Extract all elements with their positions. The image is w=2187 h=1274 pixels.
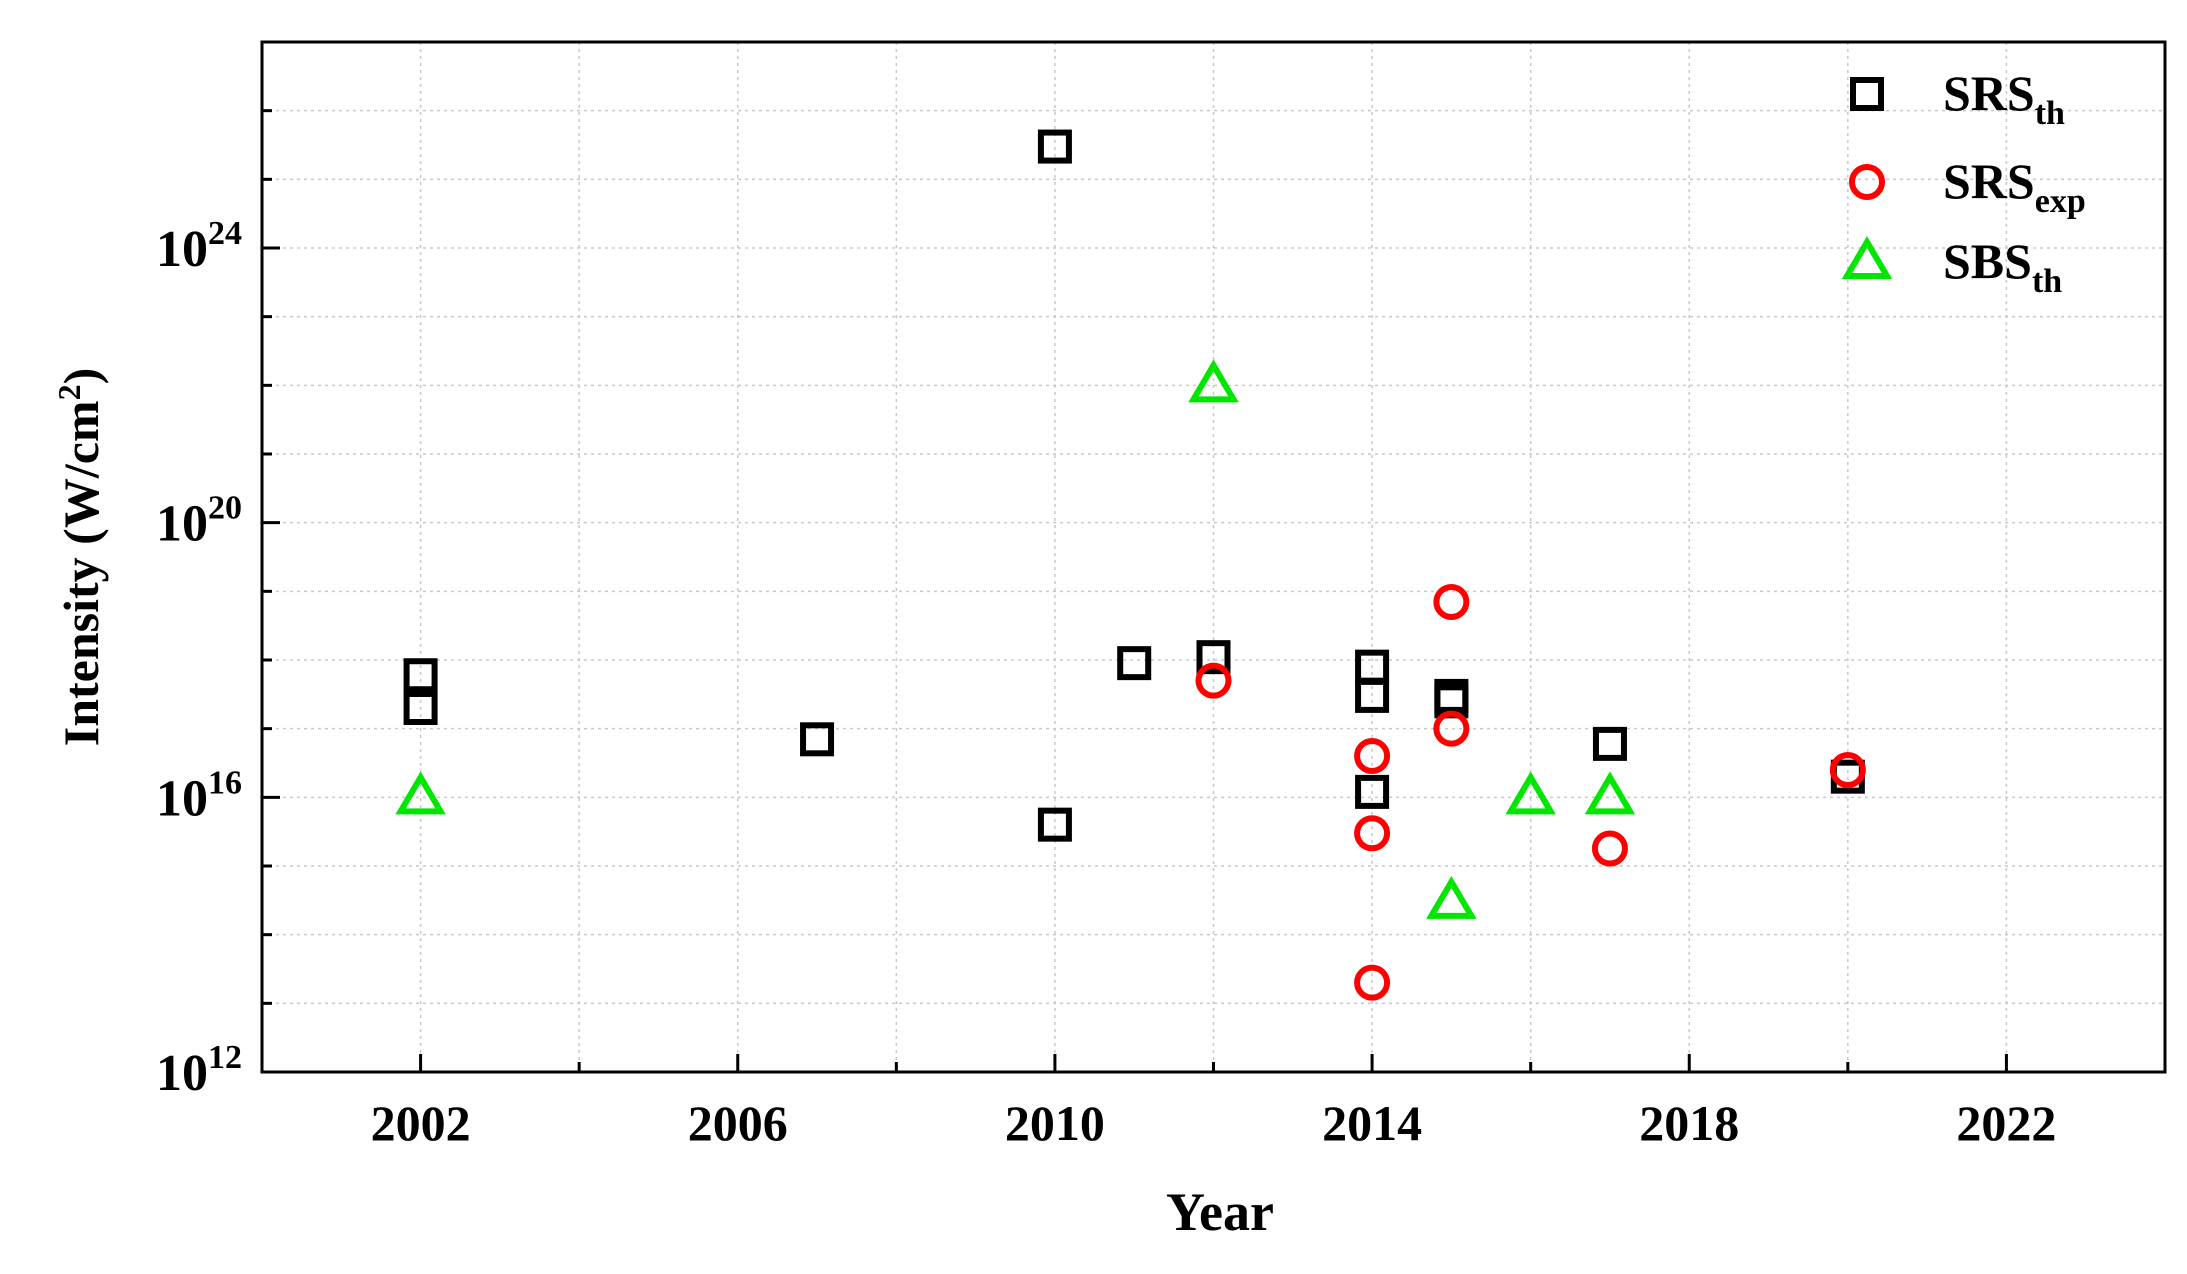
data-point-square [1592,726,1627,761]
data-point-square [1037,129,1072,164]
legend-label-subscript: th [2032,263,2062,300]
legend-label-main: SRS [1943,153,2035,209]
data-point-circle [1591,830,1628,867]
data-point-triangle [1505,771,1556,815]
data-point-triangle [1188,359,1239,403]
grid-lines [262,42,2165,1072]
y-tick-label: 1012 [156,1039,242,1102]
y-tick-exponent: 20 [208,490,242,527]
data-point-circle [1433,583,1470,620]
y-tick-base: 10 [156,496,208,553]
y-axis-label: Intensity (W/cm2) [51,368,109,746]
legend-item-srs-exp: SRSexp [1849,153,2086,220]
legend-label-subscript: exp [2035,183,2086,220]
legend-marker-square [1850,77,1884,111]
plot-frame [260,40,2167,1074]
y-tick-label: 1024 [156,215,242,278]
series-sbs-th [395,359,1636,919]
legend-item-sbs-th: SBSth [1841,233,2062,300]
x-tick-label: 2006 [688,1095,788,1151]
data-point-square [403,658,438,693]
data-point-square [1355,774,1390,809]
y-tick-base: 10 [156,221,208,278]
y-axis-label-main: Intensity (W/cm [53,400,109,746]
x-axis-ticks: 2002 2006 2010 2014 2018 2022 [371,1095,2057,1151]
legend-label: SRSth [1943,65,2065,132]
y-tick-label: 1020 [156,490,242,553]
y-tick-exponent: 12 [208,1039,242,1076]
x-tick-label: 2002 [371,1095,471,1151]
data-point-circle [1195,662,1232,699]
legend-marker-triangle [1841,236,1893,279]
data-point-triangle [1584,771,1636,815]
x-tick-label: 2022 [1956,1095,2056,1151]
x-tick-label: 2014 [1322,1095,1422,1151]
data-point-circle [1829,752,1866,789]
legend-label-main: SBS [1943,233,2032,289]
series-srs-th [403,129,1865,842]
data-point-square [1355,678,1390,713]
data-point-square [1037,807,1072,842]
legend-label-main: SRS [1943,65,2035,121]
data-point-square [1196,640,1231,675]
y-tick-exponent: 24 [208,215,242,252]
x-tick-label: 2010 [1005,1095,1105,1151]
x-axis-label: Year [1166,1182,1274,1242]
y-tick-label: 1016 [156,764,242,827]
legend-label: SRSexp [1943,153,2086,220]
y-tick-exponent: 16 [208,764,242,801]
series-srs-exp [1195,583,1866,1001]
legend-label-subscript: th [2035,95,2065,132]
data-point-circle [1354,964,1391,1001]
y-axis-label-superscript: 2 [51,384,87,400]
y-axis-label-end: ) [53,368,109,385]
legend-label: SBSth [1943,233,2062,300]
x-tick-label: 2018 [1639,1095,1739,1151]
legend-item-srs-th: SRSth [1850,65,2065,132]
data-point-triangle [395,771,446,815]
y-tick-base: 10 [156,770,208,827]
data-point-circle [1354,815,1391,852]
data-point-circle [1354,737,1391,774]
data-point-square [1117,646,1152,681]
y-tick-base: 10 [156,1045,208,1102]
data-point-circle [1433,710,1470,747]
data-points [395,129,1866,1001]
legend-marker-circle [1849,164,1885,200]
data-point-square [403,690,438,725]
data-point-square [800,722,835,757]
data-point-triangle [1426,875,1477,919]
